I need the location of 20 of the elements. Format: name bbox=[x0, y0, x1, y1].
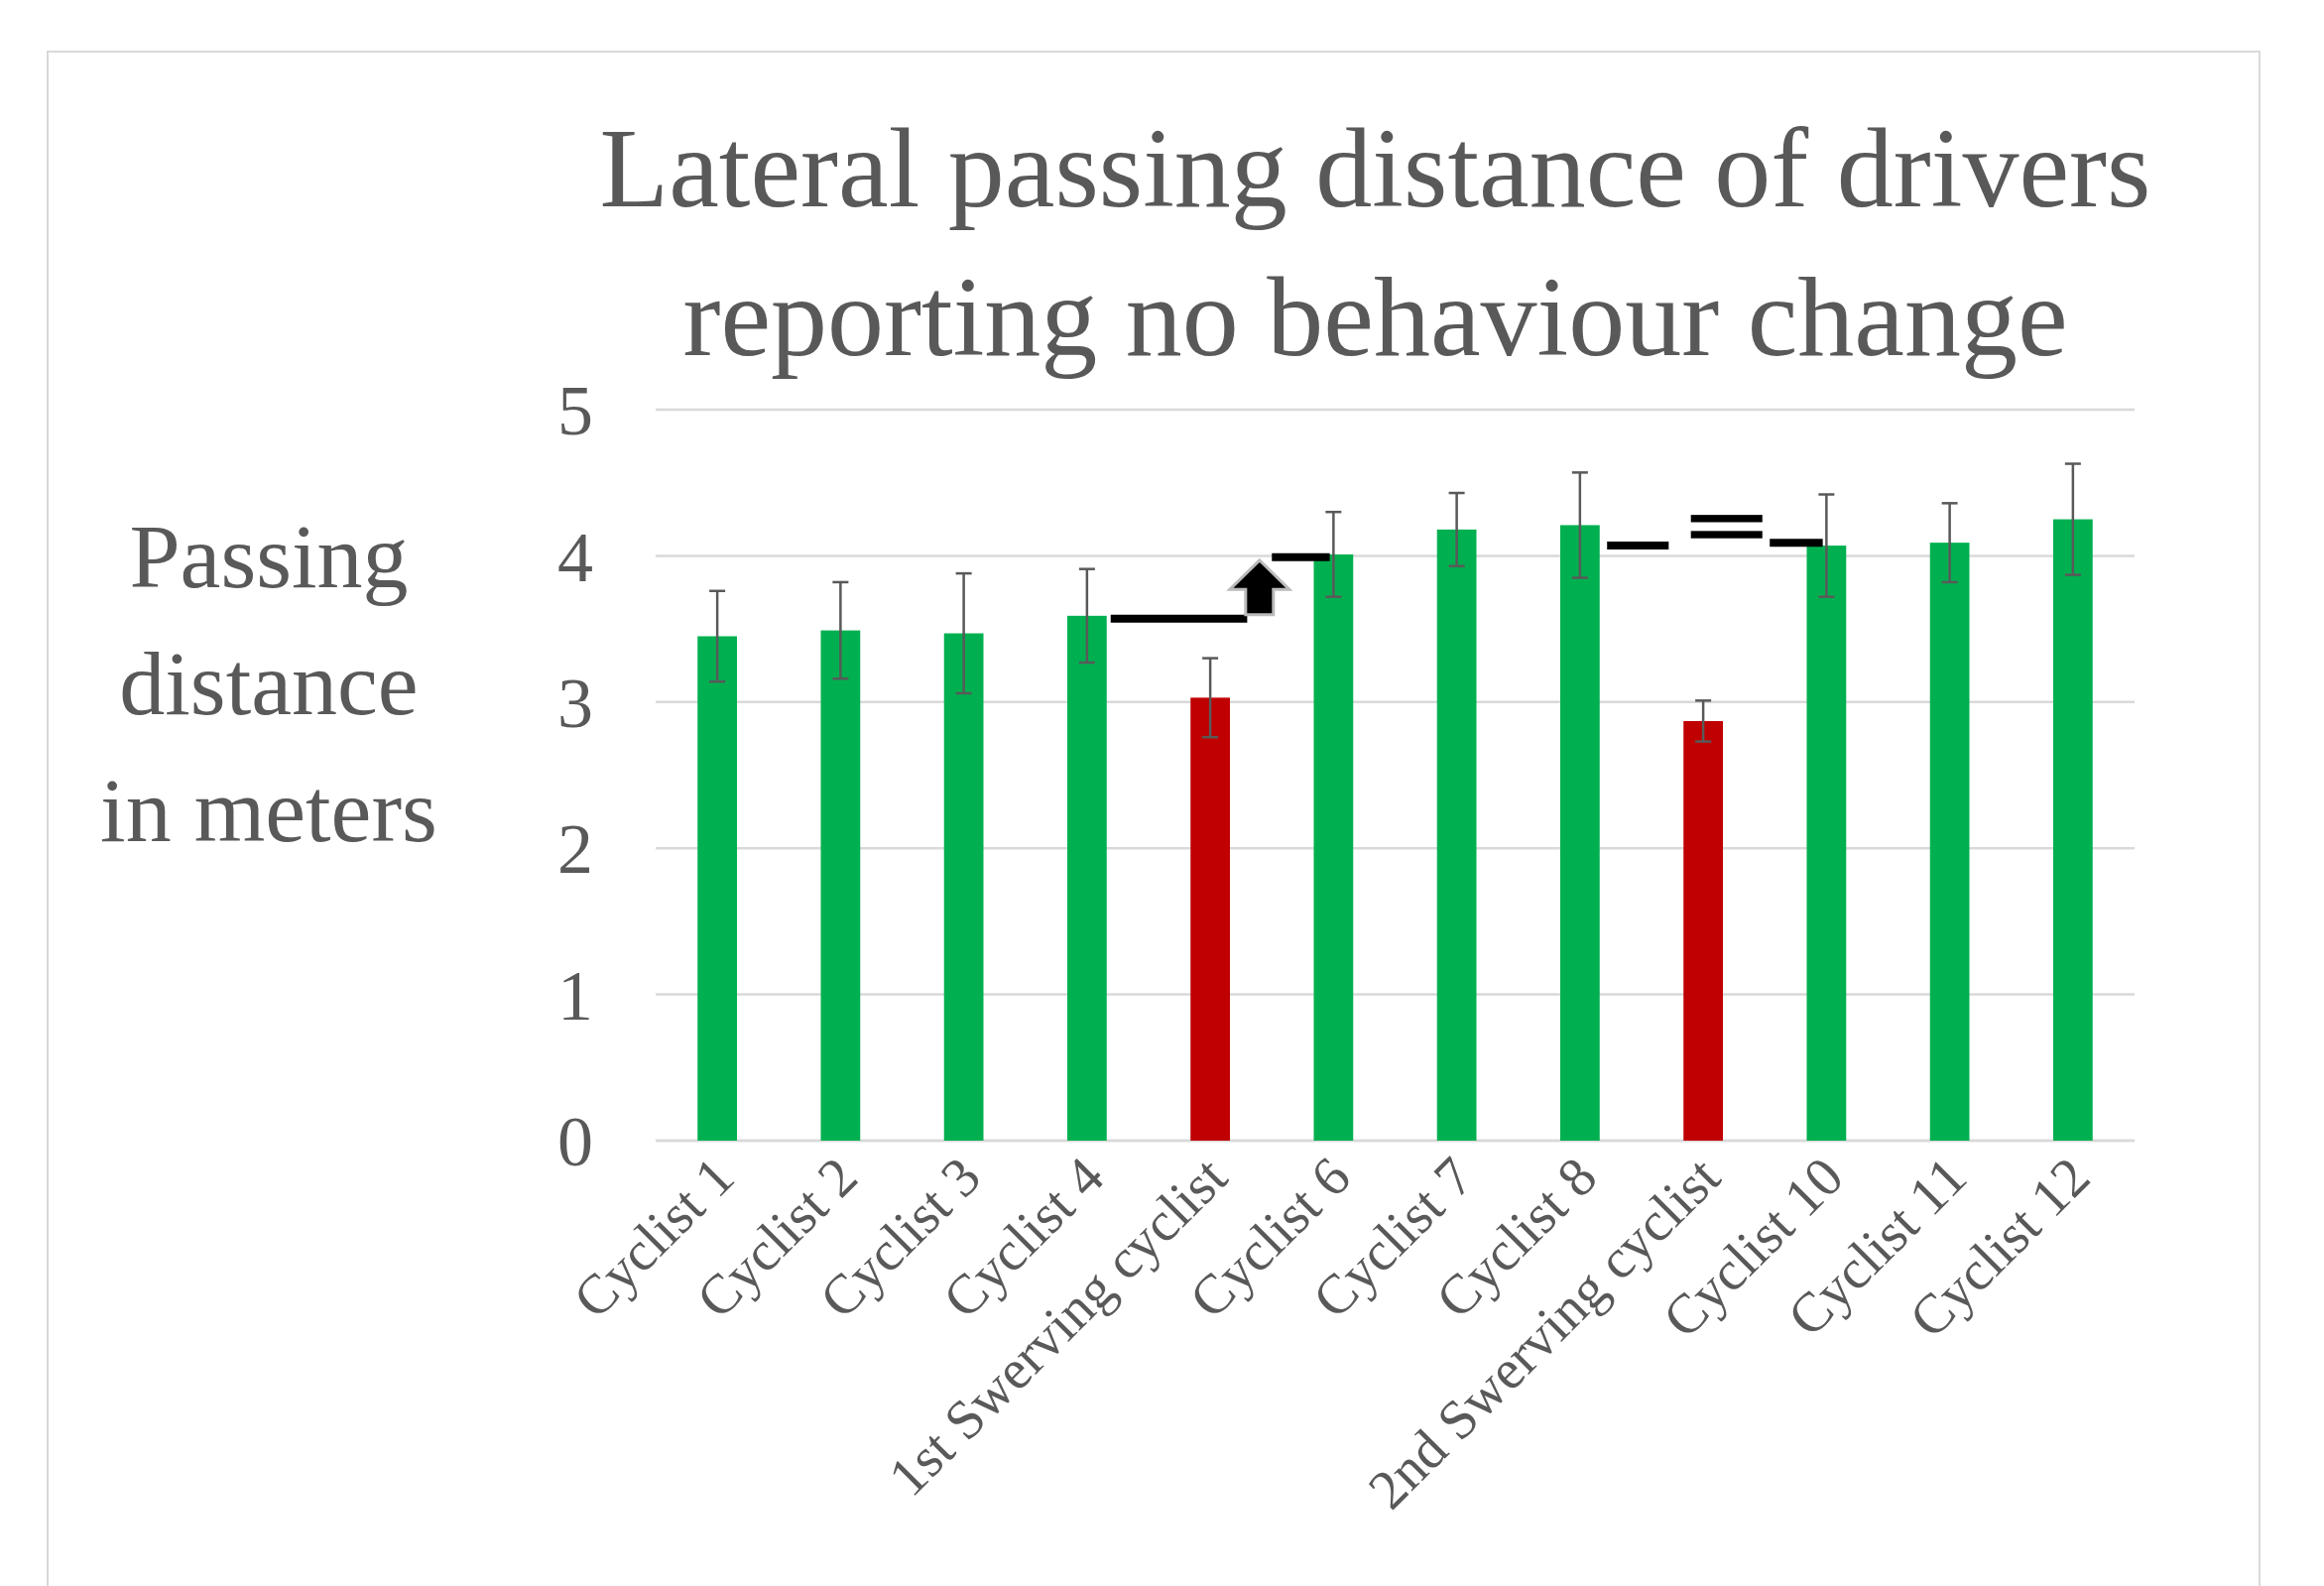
y-tick-label: 1 bbox=[557, 955, 593, 1036]
bar bbox=[1313, 553, 1354, 1141]
bar bbox=[1559, 525, 1600, 1141]
bar bbox=[1066, 615, 1107, 1141]
bar bbox=[1190, 697, 1230, 1141]
y-tick-label: 4 bbox=[557, 517, 593, 597]
bar bbox=[820, 630, 861, 1141]
y-axis-title: Passing distance in meters bbox=[100, 506, 437, 861]
bar bbox=[697, 636, 738, 1141]
chart-title: Lateral passing distance of drivers reporting no behaviour change bbox=[599, 105, 2151, 380]
bar bbox=[943, 633, 984, 1141]
y-tick-label: 2 bbox=[557, 809, 593, 890]
bar bbox=[1929, 543, 1970, 1141]
bar bbox=[2053, 519, 2093, 1141]
y-tick-label: 5 bbox=[557, 371, 593, 451]
y-tick-label: 0 bbox=[557, 1102, 593, 1182]
bar bbox=[1436, 529, 1477, 1141]
y-tick-label: 3 bbox=[557, 664, 593, 743]
bar bbox=[1806, 546, 1847, 1141]
bar bbox=[1683, 720, 1723, 1141]
